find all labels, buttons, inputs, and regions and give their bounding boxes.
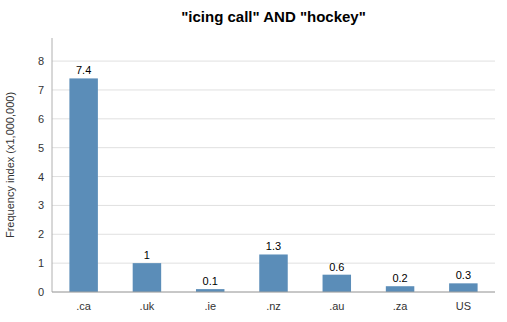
grid-line (52, 205, 495, 206)
y-tick-label: 7 (38, 84, 44, 96)
bar (386, 286, 414, 292)
x-tick-label: .ca (76, 300, 92, 312)
x-tick-label: .za (393, 300, 409, 312)
grid (52, 61, 495, 292)
title: "icing call" AND "hockey" (181, 8, 366, 25)
y-tick-label: 1 (38, 257, 44, 269)
y-tick-label: 4 (38, 171, 44, 183)
y-tick-label: 5 (38, 142, 44, 154)
bar (259, 254, 287, 292)
y-tick-label: 2 (38, 228, 44, 240)
grid-line (52, 176, 495, 177)
bar (69, 78, 97, 292)
y-tick-label: 3 (38, 199, 44, 211)
grid-line (52, 147, 495, 148)
data-label: 0.1 (203, 275, 218, 287)
x-tick-label: .nz (266, 300, 281, 312)
y-tick-label: 8 (38, 55, 44, 67)
grid-line (52, 89, 495, 90)
x-tick-label: .au (329, 300, 344, 312)
grid-line (52, 234, 495, 235)
chart: 0 1 2 3 4 5 6 7 8 7.4 1 0.1 1.3 0.6 0.2 0.3 .ca .uk .ie .nz… (0, 0, 507, 322)
x-tick-label: .ie (204, 300, 216, 312)
grid-line (52, 118, 495, 119)
y-axis-line (52, 38, 53, 292)
data-label: 0.6 (329, 261, 344, 273)
x-tick-label: US (456, 300, 471, 312)
data-label: 1.3 (266, 240, 281, 252)
y-axis-label: Frequency index (x1,000,000) (4, 92, 16, 238)
bar (133, 263, 161, 292)
x-axis-line (52, 292, 495, 293)
data-label: 7.4 (76, 64, 91, 76)
data-label: 0.2 (392, 272, 407, 284)
bars (69, 78, 477, 292)
grid-line (52, 292, 495, 293)
y-tick-label: 6 (38, 113, 44, 125)
bar (449, 283, 477, 292)
y-tick-label: 0 (38, 286, 44, 298)
bar (323, 275, 351, 292)
x-tick-label: .uk (140, 300, 155, 312)
grid-line (52, 61, 495, 62)
data-label: 0.3 (456, 269, 471, 281)
data-label: 1 (144, 249, 150, 261)
